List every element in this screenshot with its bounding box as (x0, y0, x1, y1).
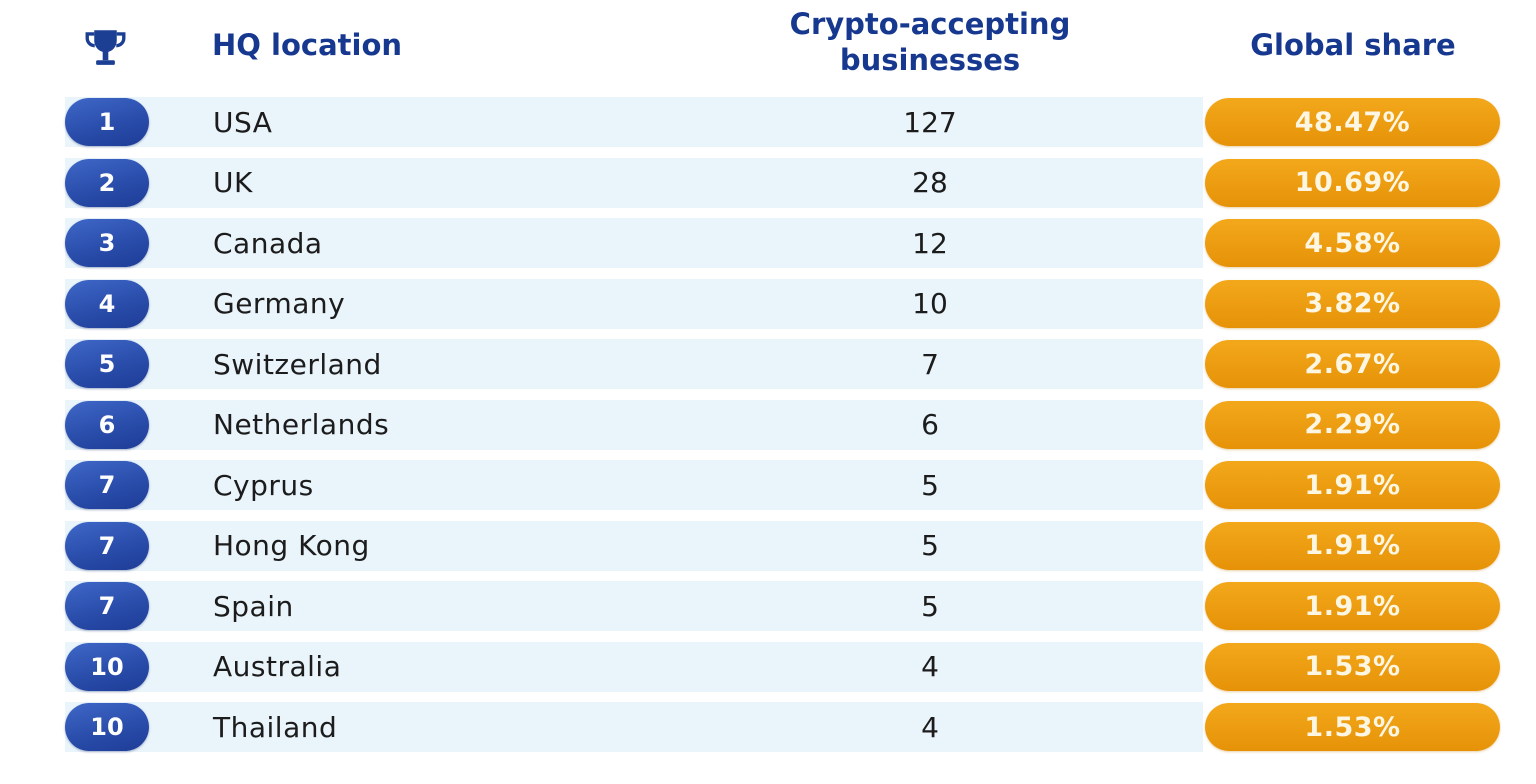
table-row: 5 Switzerland 7 2.67% (65, 339, 1500, 389)
businesses-count-cell: 4 (921, 650, 939, 683)
hq-location-cell: Canada (213, 226, 323, 260)
table-row: 6 Netherlands 6 2.29% (65, 399, 1500, 450)
businesses-count-cell: 5 (921, 529, 939, 562)
global-share-badge: 1.53% (1205, 703, 1500, 751)
table-row: 10 Australia 4 1.53% (65, 641, 1500, 692)
rank-badge: 10 (65, 642, 149, 691)
rank-badge: 10 (65, 703, 149, 751)
global-share-value: 4.58% (1304, 227, 1401, 259)
rank-value: 6 (98, 410, 116, 439)
rank-badge: 3 (65, 219, 149, 267)
rank-badge: 7 (65, 461, 149, 509)
global-share-badge: 48.47% (1205, 98, 1500, 146)
businesses-count-cell: 127 (903, 105, 957, 139)
businesses-count-cell: 12 (912, 226, 948, 260)
column-header-crypto-accepting-businesses: Crypto-accepting businesses (755, 6, 1105, 78)
global-share-value: 3.82% (1304, 288, 1401, 319)
global-share-value: 10.69% (1294, 167, 1411, 198)
global-share-value: 1.53% (1304, 711, 1401, 743)
hq-location-cell: Spain (213, 589, 294, 623)
hq-location-cell: Netherlands (213, 408, 390, 441)
global-share-value: 1.91% (1304, 590, 1401, 622)
rank-badge: 1 (65, 98, 149, 146)
rank-value: 7 (98, 471, 116, 499)
global-share-badge: 2.67% (1205, 340, 1500, 388)
table-row: 7 Hong Kong 5 1.91% (65, 520, 1500, 571)
global-share-badge: 3.82% (1205, 279, 1500, 328)
global-share-badge: 10.69% (1205, 158, 1500, 207)
businesses-count-cell: 5 (921, 589, 939, 623)
table-row: 10 Thailand 4 1.53% (65, 702, 1500, 752)
rank-value: 7 (98, 531, 116, 560)
table-row: 7 Spain 5 1.91% (65, 581, 1500, 631)
table-row: 7 Cyprus 5 1.91% (65, 460, 1500, 510)
hq-location-cell: Switzerland (213, 347, 382, 381)
rank-badge: 4 (65, 279, 149, 328)
global-share-badge: 2.29% (1205, 400, 1500, 449)
rank-value: 1 (98, 108, 116, 136)
businesses-count-cell: 6 (921, 408, 939, 441)
global-share-value: 2.67% (1304, 348, 1401, 380)
businesses-count-cell: 4 (921, 710, 939, 744)
businesses-count-cell: 10 (912, 287, 948, 320)
rank-value: 3 (98, 229, 116, 257)
global-share-badge: 1.53% (1205, 642, 1500, 691)
businesses-count-cell: 28 (912, 166, 948, 199)
hq-location-cell: Germany (213, 287, 346, 320)
global-share-value: 48.47% (1294, 106, 1411, 138)
table-row: 4 Germany 10 3.82% (65, 278, 1500, 329)
column-header-businesses-line1: Crypto-accepting (789, 7, 1071, 41)
hq-location-cell: UK (213, 166, 253, 199)
table-body: 1 USA 127 48.47% 2 UK 28 10.69% 3 Canada… (0, 97, 1536, 763)
global-share-value: 1.91% (1304, 469, 1401, 501)
rank-value: 4 (98, 289, 116, 318)
table-row: 2 UK 28 10.69% (65, 157, 1500, 208)
hq-location-cell: Cyprus (213, 468, 314, 502)
global-share-badge: 1.91% (1205, 582, 1500, 630)
hq-location-cell: Thailand (213, 710, 338, 744)
hq-location-cell: Australia (213, 650, 342, 683)
column-header-global-share: Global share (1250, 28, 1456, 62)
rank-value: 7 (98, 592, 116, 620)
trophy-icon (83, 24, 128, 72)
rank-value: 10 (90, 713, 124, 741)
column-header-hq-location: HQ location (212, 28, 403, 62)
hq-location-cell: Hong Kong (213, 529, 370, 562)
rank-badge: 2 (65, 158, 149, 207)
businesses-count-cell: 7 (921, 347, 939, 381)
global-share-value: 1.91% (1304, 530, 1401, 561)
table-row: 1 USA 127 48.47% (65, 97, 1500, 147)
global-share-badge: 1.91% (1205, 461, 1500, 509)
rank-value: 2 (98, 168, 116, 197)
rank-value: 10 (90, 652, 124, 681)
hq-location-cell: USA (213, 105, 273, 139)
rank-badge: 6 (65, 400, 149, 449)
table-row: 3 Canada 12 4.58% (65, 218, 1500, 268)
rank-badge: 7 (65, 521, 149, 570)
global-share-badge: 4.58% (1205, 219, 1500, 267)
businesses-count-cell: 5 (921, 468, 939, 502)
rank-badge: 5 (65, 340, 149, 388)
global-share-value: 2.29% (1304, 409, 1401, 440)
column-header-businesses-line2: businesses (839, 43, 1021, 77)
rank-value: 5 (98, 350, 116, 378)
global-share-value: 1.53% (1304, 651, 1401, 682)
rank-badge: 7 (65, 582, 149, 630)
global-share-badge: 1.91% (1205, 521, 1500, 570)
